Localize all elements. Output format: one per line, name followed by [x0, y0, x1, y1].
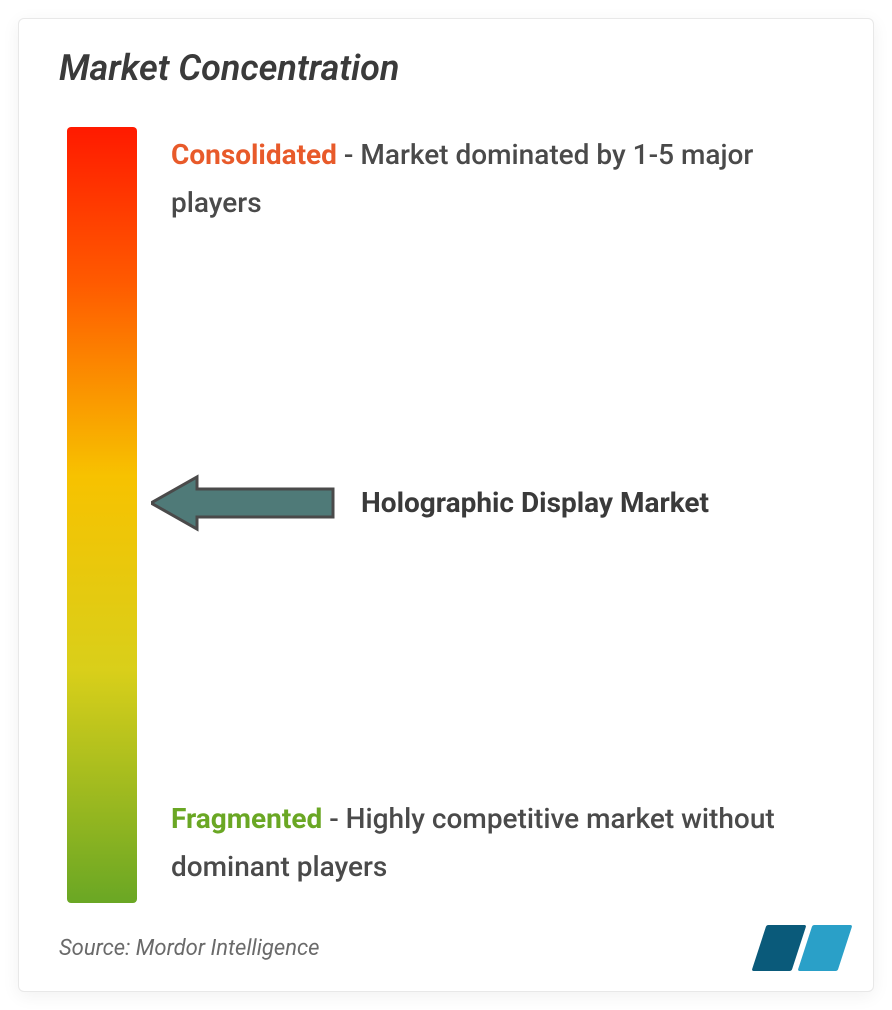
concentration-gradient-scale [67, 127, 137, 903]
logo-shape [798, 925, 853, 971]
fragmented-label: Fragmented - Highly competitive market w… [171, 795, 811, 890]
fragmented-highlight: Fragmented [171, 802, 322, 835]
logo-shape [752, 925, 807, 971]
source-attribution: Source: Mordor Intelligence [59, 936, 319, 961]
market-position-indicator: Holographic Display Market [151, 473, 721, 533]
market-concentration-card: Market Concentration Consolidated - Mark… [18, 18, 874, 992]
arrow-left-icon [151, 473, 337, 533]
consolidated-label: Consolidated - Market dominated by 1-5 m… [171, 131, 811, 226]
brand-logo-icon [759, 925, 845, 971]
consolidated-highlight: Consolidated [171, 138, 337, 171]
card-title: Market Concentration [59, 47, 399, 89]
market-name-label: Holographic Display Market [361, 483, 721, 522]
